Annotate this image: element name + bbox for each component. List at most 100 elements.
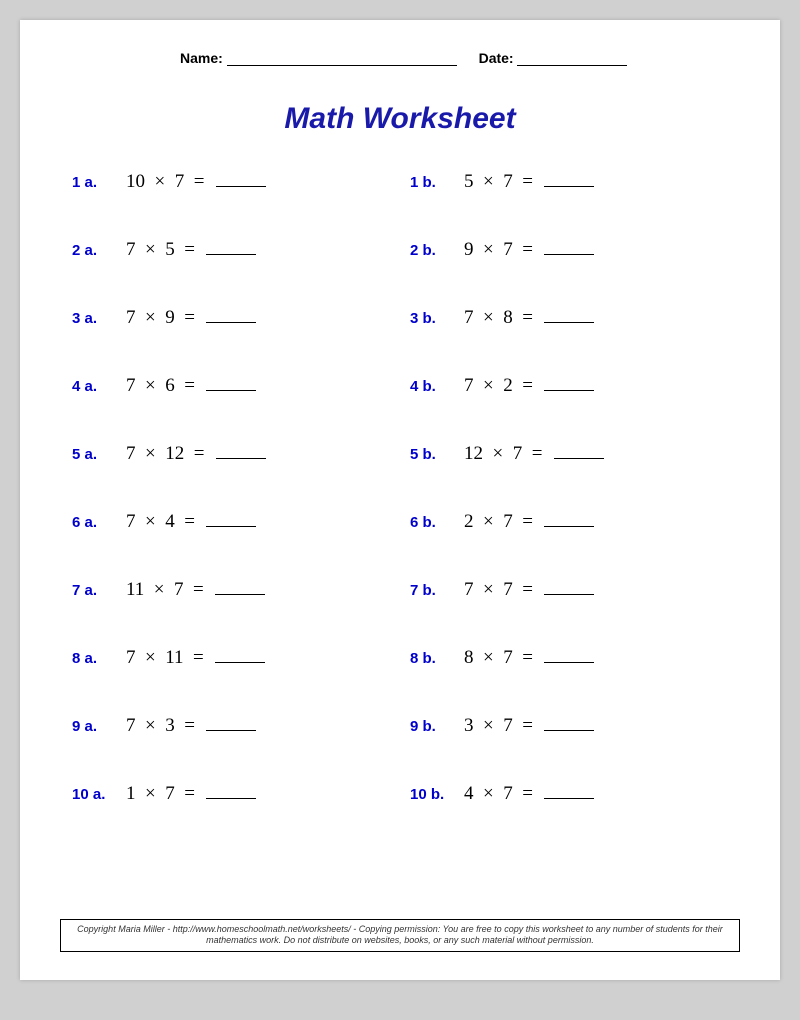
problem-expression: 4 × 7 = — [464, 782, 594, 805]
operand-b: 7 — [503, 579, 513, 600]
operand-b: 7 — [503, 511, 513, 532]
operand-b: 7 — [503, 715, 513, 736]
operand-b: 9 — [165, 307, 175, 328]
equals: = — [184, 783, 195, 804]
operand-a: 11 — [126, 579, 144, 600]
answer-blank[interactable] — [215, 646, 265, 663]
answer-blank[interactable] — [544, 238, 594, 255]
equals: = — [522, 715, 533, 736]
operand-a: 4 — [464, 783, 474, 804]
operand-a: 8 — [464, 647, 474, 668]
problem-expression: 12 × 7 = — [464, 442, 604, 465]
operand-a: 7 — [126, 239, 136, 260]
equals: = — [184, 715, 195, 736]
problem: 9 a.7 × 3 = — [72, 714, 390, 782]
answer-blank[interactable] — [216, 442, 266, 459]
operator: × — [145, 443, 156, 464]
operator: × — [483, 647, 494, 668]
equals: = — [194, 171, 205, 192]
problem-label: 5 a. — [72, 446, 126, 463]
operator: × — [145, 375, 156, 396]
problem-expression: 7 × 9 = — [126, 306, 256, 329]
problem: 2 b.9 × 7 = — [410, 238, 728, 306]
answer-blank[interactable] — [544, 374, 594, 391]
operator: × — [483, 171, 494, 192]
answer-blank[interactable] — [544, 306, 594, 323]
problem-expression: 7 × 11 = — [126, 646, 265, 669]
answer-blank[interactable] — [206, 238, 256, 255]
problem: 1 b.5 × 7 = — [410, 170, 728, 238]
problem-expression: 7 × 6 = — [126, 374, 256, 397]
operator: × — [493, 443, 504, 464]
operand-b: 2 — [503, 375, 513, 396]
problem-label: 7 a. — [72, 582, 126, 599]
problem-label: 4 a. — [72, 378, 126, 395]
problem-label: 6 a. — [72, 514, 126, 531]
problem: 3 a.7 × 9 = — [72, 306, 390, 374]
answer-blank[interactable] — [544, 510, 594, 527]
equals: = — [522, 375, 533, 396]
answer-blank[interactable] — [544, 782, 594, 799]
worksheet-title: Math Worksheet — [60, 102, 740, 136]
problem: 5 b.12 × 7 = — [410, 442, 728, 510]
operator: × — [145, 239, 156, 260]
equals: = — [193, 579, 204, 600]
problem-expression: 2 × 7 = — [464, 510, 594, 533]
operand-b: 7 — [165, 783, 175, 804]
problem-label: 1 b. — [410, 174, 464, 191]
problem-label: 8 b. — [410, 650, 464, 667]
copyright-footer: Copyright Maria Miller - http://www.home… — [60, 919, 740, 952]
problem-label: 2 a. — [72, 242, 126, 259]
operand-a: 7 — [126, 443, 136, 464]
operator: × — [483, 715, 494, 736]
problem-expression: 7 × 4 = — [126, 510, 256, 533]
problem-expression: 5 × 7 = — [464, 170, 594, 193]
operand-a: 7 — [464, 579, 474, 600]
problem-expression: 7 × 7 = — [464, 578, 594, 601]
answer-blank[interactable] — [215, 578, 265, 595]
operand-a: 7 — [126, 715, 136, 736]
operator: × — [145, 715, 156, 736]
problem: 10 a.1 × 7 = — [72, 782, 390, 850]
operator: × — [145, 307, 156, 328]
operand-b: 7 — [503, 239, 513, 260]
operand-b: 4 — [165, 511, 175, 532]
equals: = — [193, 647, 204, 668]
operator: × — [483, 783, 494, 804]
equals: = — [522, 579, 533, 600]
problem-label: 5 b. — [410, 446, 464, 463]
date-blank[interactable] — [517, 52, 627, 66]
answer-blank[interactable] — [216, 170, 266, 187]
problem-label: 4 b. — [410, 378, 464, 395]
name-blank[interactable] — [227, 52, 457, 66]
problems-grid: 1 a.10 × 7 = 1 b.5 × 7 = 2 a.7 × 5 = 2 b… — [60, 170, 740, 850]
answer-blank[interactable] — [206, 374, 256, 391]
answer-blank[interactable] — [206, 306, 256, 323]
answer-blank[interactable] — [544, 578, 594, 595]
answer-blank[interactable] — [206, 782, 256, 799]
problem: 4 b.7 × 2 = — [410, 374, 728, 442]
operand-a: 5 — [464, 171, 474, 192]
operand-a: 10 — [126, 171, 145, 192]
operand-b: 7 — [175, 171, 185, 192]
problem: 7 a.11 × 7 = — [72, 578, 390, 646]
problem-label: 2 b. — [410, 242, 464, 259]
answer-blank[interactable] — [554, 442, 604, 459]
answer-blank[interactable] — [544, 646, 594, 663]
equals: = — [522, 511, 533, 532]
operand-b: 7 — [513, 443, 523, 464]
operand-a: 7 — [126, 307, 136, 328]
operand-b: 6 — [165, 375, 175, 396]
problem: 6 b.2 × 7 = — [410, 510, 728, 578]
equals: = — [194, 443, 205, 464]
operand-a: 2 — [464, 511, 474, 532]
operator: × — [483, 239, 494, 260]
problem-expression: 1 × 7 = — [126, 782, 256, 805]
answer-blank[interactable] — [544, 714, 594, 731]
operator: × — [145, 511, 156, 532]
problem: 2 a.7 × 5 = — [72, 238, 390, 306]
operand-a: 7 — [464, 307, 474, 328]
answer-blank[interactable] — [544, 170, 594, 187]
answer-blank[interactable] — [206, 714, 256, 731]
answer-blank[interactable] — [206, 510, 256, 527]
